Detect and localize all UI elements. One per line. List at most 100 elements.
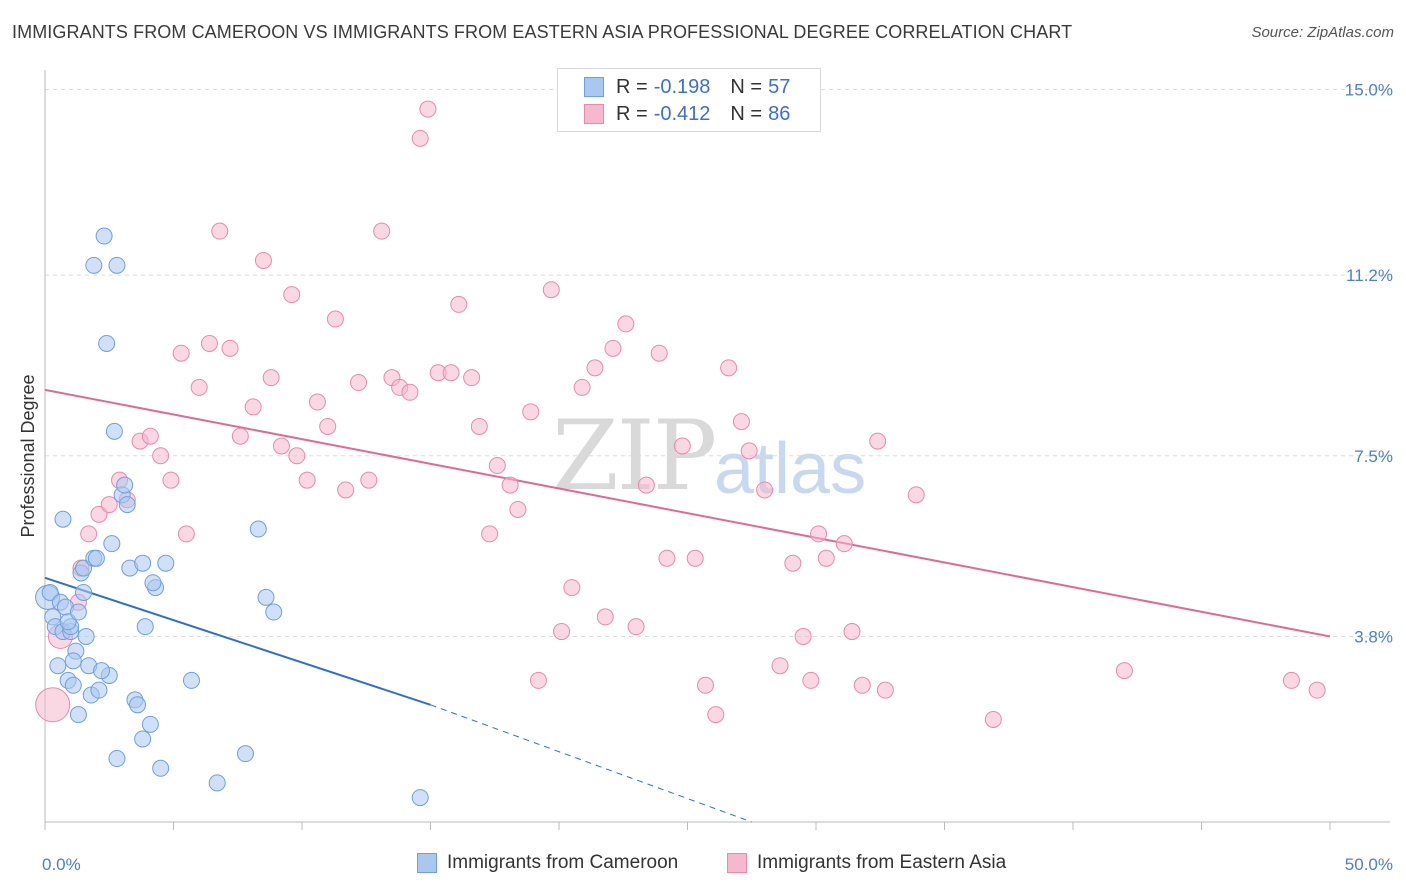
point-eastern-asia — [637, 476, 655, 494]
point-cameroon — [103, 535, 121, 553]
point-eastern-asia — [617, 315, 635, 333]
y-tick-label: 11.2% — [1346, 266, 1393, 285]
point-eastern-asia — [211, 222, 229, 240]
trend-line-cameroon-extension — [430, 704, 752, 823]
point-eastern-asia — [326, 310, 344, 328]
point-cameroon — [108, 750, 126, 768]
trend-line-cameroon — [44, 576, 431, 706]
point-eastern-asia — [488, 457, 506, 475]
point-eastern-asia — [442, 364, 460, 382]
point-eastern-asia — [707, 706, 725, 724]
point-cameroon — [134, 730, 152, 748]
point-eastern-asia — [817, 549, 835, 567]
legend-n-label: N = — [730, 102, 763, 125]
point-cameroon — [93, 662, 111, 680]
point-cameroon — [144, 574, 162, 592]
point-cameroon — [134, 554, 152, 572]
point-cameroon — [87, 549, 105, 567]
point-cameroon — [90, 681, 108, 699]
point-eastern-asia — [80, 525, 98, 543]
point-cameroon — [69, 706, 87, 724]
point-eastern-asia — [90, 505, 108, 523]
series-swatch-eastern-asia — [727, 853, 747, 873]
y-tick-label: 3.8% — [1354, 627, 1393, 646]
point-eastern-asia — [604, 339, 622, 357]
legend-n-value: 57 — [768, 75, 791, 98]
point-eastern-asia — [463, 369, 481, 387]
series-legend-cameroon: Immigrants from Cameroon — [417, 852, 678, 874]
point-eastern-asia — [401, 383, 419, 401]
point-eastern-asia — [231, 427, 249, 445]
x-tick-label: 50.0% — [1345, 855, 1393, 874]
point-eastern-asia — [650, 344, 668, 362]
legend-swatch-cameroon — [584, 77, 604, 97]
point-eastern-asia — [686, 549, 704, 567]
point-eastern-asia — [586, 359, 604, 377]
point-eastern-asia — [876, 681, 894, 699]
point-cameroon — [54, 510, 72, 528]
y-tick-label: 7.5% — [1354, 447, 1393, 466]
point-cameroon — [118, 496, 136, 514]
point-eastern-asia — [810, 525, 828, 543]
point-eastern-asia — [298, 471, 316, 489]
trend-lines — [44, 388, 1331, 823]
point-eastern-asia — [802, 671, 820, 689]
point-eastern-asia — [172, 344, 190, 362]
point-cameroon — [49, 657, 67, 675]
point-eastern-asia — [756, 481, 774, 499]
tick-labels: 3.8% 7.5% 11.2% 15.0% 0.0% 50.0% — [42, 81, 1393, 874]
legend-r-label: R = — [616, 102, 648, 125]
watermark-atlas: atlas — [714, 429, 867, 509]
point-eastern-asia — [411, 129, 429, 147]
series-label-eastern-asia: Immigrants from Eastern Asia — [757, 852, 1007, 873]
point-cameroon — [208, 774, 226, 792]
point-eastern-asia — [308, 393, 326, 411]
point-eastern-asia — [984, 710, 1002, 728]
point-eastern-asia — [152, 447, 170, 465]
point-cameroon — [136, 618, 154, 636]
point-eastern-asia — [288, 447, 306, 465]
y-axis-label: Professional Degree — [18, 374, 38, 537]
point-cameroon — [249, 520, 267, 538]
point-cameroon — [41, 583, 59, 601]
point-eastern-asia — [501, 476, 519, 494]
point-eastern-asia — [907, 486, 925, 504]
point-eastern-asia — [200, 334, 218, 352]
point-eastern-asia — [696, 676, 714, 694]
point-eastern-asia — [450, 295, 468, 313]
point-eastern-asia — [319, 417, 337, 435]
point-eastern-asia — [244, 398, 262, 416]
point-eastern-asia — [190, 378, 208, 396]
point-cameroon — [265, 603, 283, 621]
point-cameroon — [69, 603, 87, 621]
point-eastern-asia — [283, 286, 301, 304]
point-eastern-asia — [627, 618, 645, 636]
point-eastern-asia — [35, 687, 71, 723]
correlation-legend: R = -0.198 N = 57 R = -0.412 N = 86 — [557, 68, 821, 132]
point-cameroon — [182, 671, 200, 689]
point-eastern-asia — [360, 471, 378, 489]
point-eastern-asia — [794, 627, 812, 645]
point-eastern-asia — [732, 413, 750, 431]
point-eastern-asia — [350, 374, 368, 392]
point-cameroon — [105, 422, 123, 440]
point-eastern-asia — [509, 500, 527, 518]
point-eastern-asia — [740, 442, 758, 460]
point-eastern-asia — [262, 369, 280, 387]
source-credit: Source: ZipAtlas.com — [1251, 24, 1394, 41]
point-eastern-asia — [869, 432, 887, 450]
point-cameroon — [64, 652, 82, 670]
point-eastern-asia — [853, 676, 871, 694]
legend-r-value: -0.412 — [653, 102, 711, 125]
legend-swatch-eastern-asia — [584, 104, 604, 124]
point-eastern-asia — [553, 623, 571, 641]
series-legend-eastern-asia: Immigrants from Eastern Asia — [727, 852, 1006, 874]
point-eastern-asia — [542, 281, 560, 299]
point-eastern-asia — [529, 671, 547, 689]
point-cameroon — [236, 745, 254, 763]
point-eastern-asia — [843, 623, 861, 641]
legend-row-eastern-asia: R = -0.412 N = 86 — [584, 102, 790, 126]
point-eastern-asia — [373, 222, 391, 240]
point-eastern-asia — [141, 427, 159, 445]
